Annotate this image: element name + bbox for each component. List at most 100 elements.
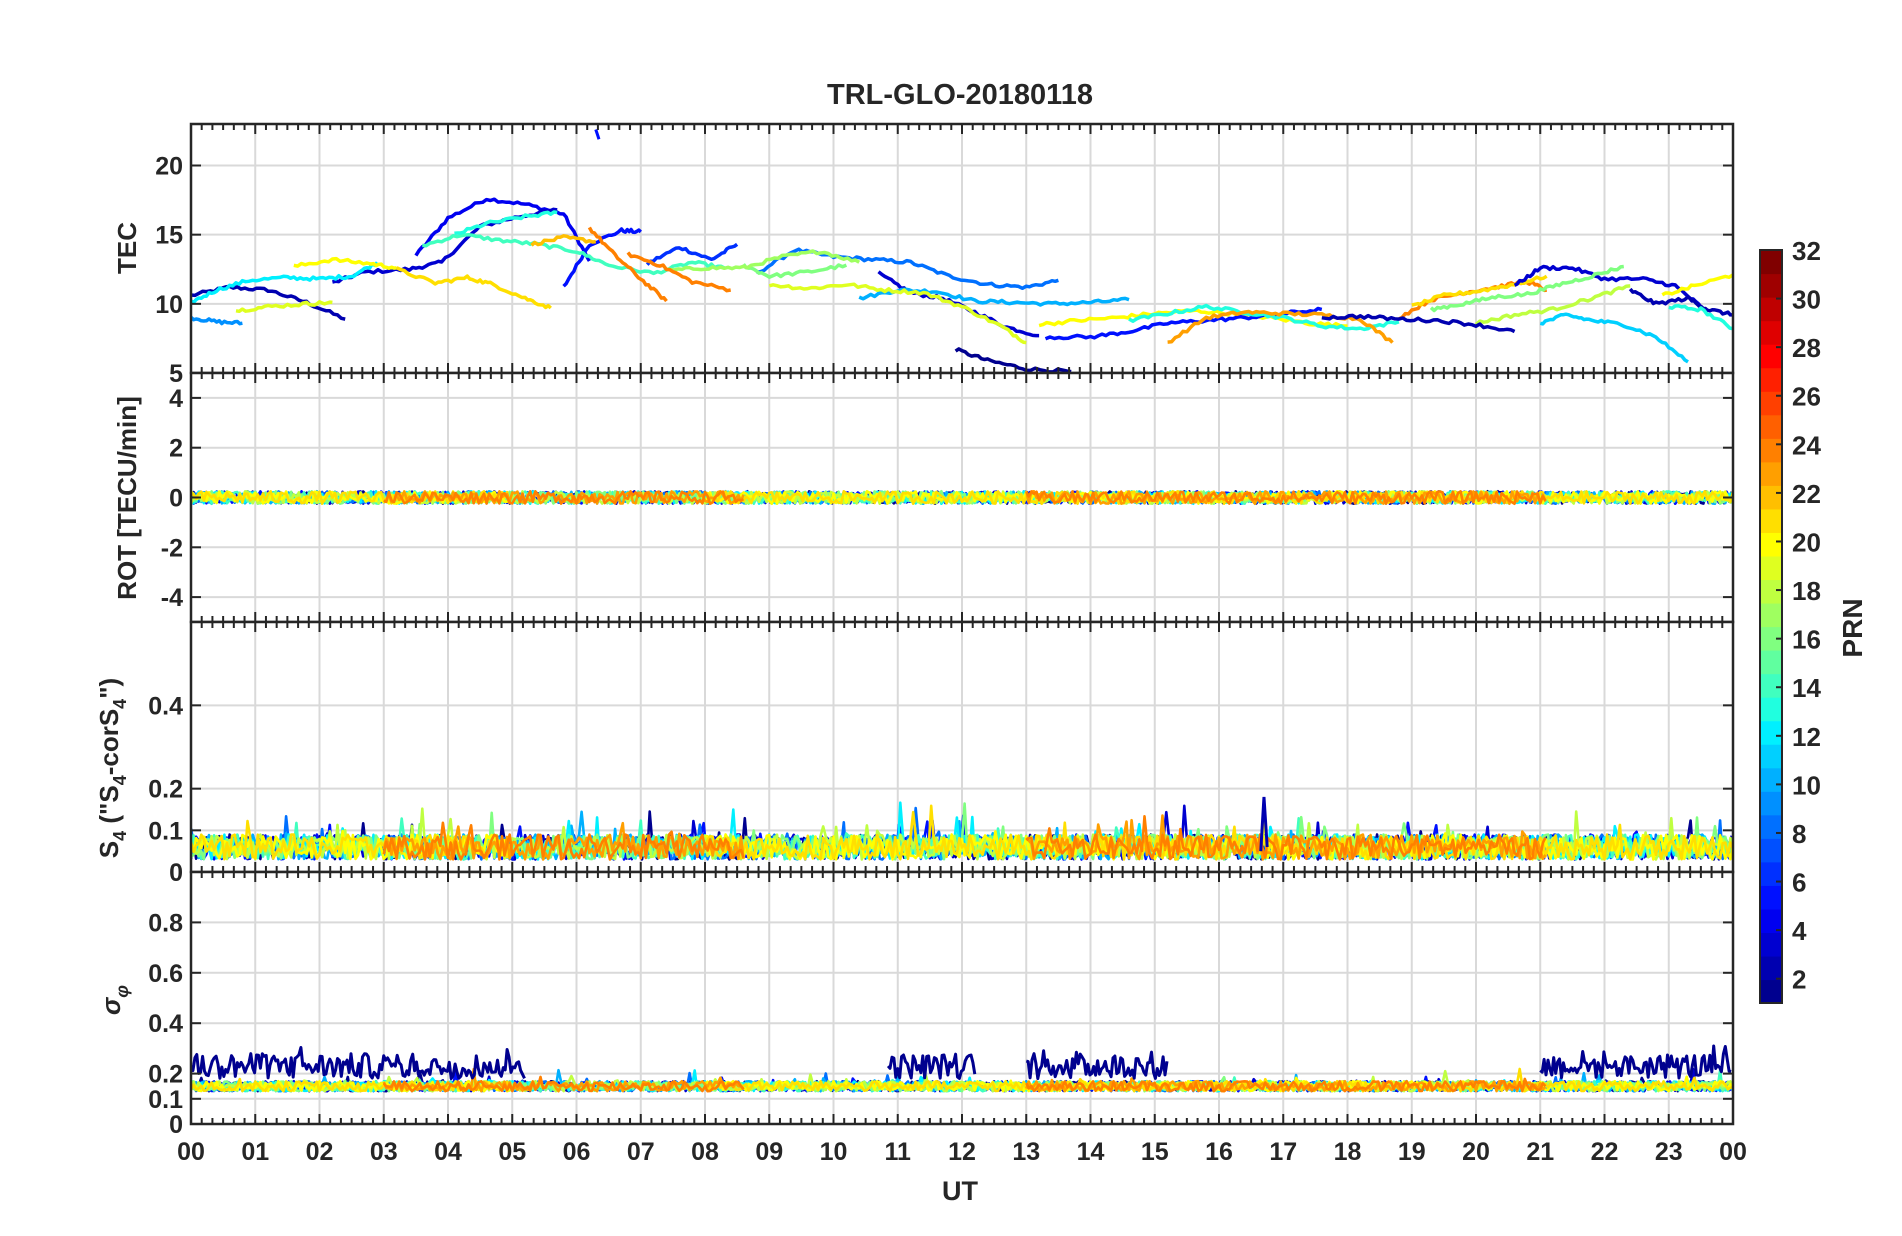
colorbar-segment	[1760, 626, 1782, 651]
tec-series-prn-19	[768, 282, 1027, 345]
y-tick-label: 0.8	[148, 909, 183, 937]
x-tick-label: 06	[563, 1138, 591, 1166]
colorbar-segment	[1760, 650, 1782, 675]
colorbar-segment	[1760, 414, 1782, 439]
tec-series-prn-13	[454, 210, 558, 236]
x-tick-label: 17	[1269, 1138, 1297, 1166]
colorbar-segment	[1760, 908, 1782, 934]
s4-series-prn-24	[382, 821, 745, 861]
colorbar-segment	[1760, 367, 1782, 392]
x-tick-label: 09	[755, 1138, 783, 1166]
colorbar-segment	[1760, 885, 1782, 910]
colorbar-tick-label: 18	[1792, 576, 1821, 606]
colorbar-segment	[1760, 391, 1782, 416]
sig-series-prn-24	[1025, 1077, 1547, 1093]
tec-series-prn-6	[645, 242, 739, 266]
tec-series-prn-24	[626, 251, 732, 293]
tec-series-prn-18	[1474, 284, 1631, 326]
sigma-phi-panel: 00.10.2 0.4 0.6 0.8	[148, 870, 1735, 1139]
colorbar-segment	[1760, 344, 1782, 369]
colorbar-segment	[1760, 508, 1782, 533]
tec-series-prn-20	[293, 256, 397, 270]
y-tick-label: 5	[169, 360, 183, 388]
x-tick-label: 16	[1205, 1138, 1233, 1166]
tec-series-prn-2	[1321, 313, 1516, 334]
y-tick-label: 0.2	[148, 776, 183, 804]
colorbar-segment	[1760, 532, 1782, 557]
colorbar-segment	[1760, 720, 1782, 745]
colorbar-label: PRN	[1837, 598, 1868, 657]
y-tick-label: 2	[169, 435, 183, 463]
tec-series-prn-11	[1539, 312, 1689, 364]
tec-series-prn-19	[235, 300, 333, 314]
colorbar-segment	[1760, 744, 1782, 769]
y-label-rot: ROT [TECU/min]	[112, 396, 142, 600]
rot-panel: -4 -2 0 2 4	[161, 371, 1735, 624]
x-tick-label: 12	[948, 1138, 976, 1166]
colorbar-segment	[1760, 461, 1782, 486]
y-tick-label: 15	[155, 222, 183, 250]
rot-series-prn-21	[191, 490, 511, 506]
sig-elevated-prn-1	[886, 1052, 977, 1080]
y-tick-label: 4	[169, 385, 183, 413]
x-tick-label: 14	[1077, 1138, 1105, 1166]
colorbar-tick-label: 28	[1792, 333, 1821, 363]
rot-series-prn-24	[1025, 490, 1547, 506]
x-tick-label: 05	[498, 1138, 526, 1166]
x-tick-label: 22	[1591, 1138, 1619, 1166]
tec-series-prn-16	[1429, 264, 1625, 313]
y-tick-label: 0.1	[148, 817, 183, 845]
x-tick-label: 19	[1398, 1138, 1426, 1166]
colorbar-tick-label: 26	[1792, 382, 1821, 412]
colorbar-segment	[1760, 485, 1782, 510]
colorbar-segment	[1760, 814, 1782, 839]
tec-series-prn-17	[666, 249, 861, 272]
x-tick-label: 21	[1526, 1138, 1554, 1166]
colorbar-segment	[1760, 767, 1782, 792]
s4-panel: 0 0.1 0.2 0.4	[148, 620, 1735, 887]
x-axis: 00 01 02 03 04 05 06 07 08 09 10 11 12 13 14 15 16 17 18 19…	[177, 1138, 1747, 1166]
tec-series-prn-22	[530, 234, 597, 247]
tec-series-prn-20	[1661, 273, 1733, 297]
x-tick-label: 00	[1719, 1138, 1747, 1166]
x-tick-label: 02	[306, 1138, 334, 1166]
tec-series-prn-12	[191, 261, 379, 305]
sig-elevated-prn-1	[191, 1046, 526, 1081]
y-tick-label: 0.1	[148, 1086, 183, 1114]
tec-series-prn-21	[1411, 274, 1548, 307]
colorbar-segment	[1760, 320, 1782, 345]
tec-series-prn-16	[742, 263, 848, 279]
tec-series-prn-3	[1513, 264, 1703, 308]
colorbar-tick-label: 20	[1792, 527, 1821, 557]
x-tick-label: 20	[1462, 1138, 1490, 1166]
s4-spike	[1259, 796, 1269, 852]
colorbar-tick-label: 24	[1792, 430, 1821, 460]
colorbar-tick-label: 10	[1792, 770, 1821, 800]
colorbar-tick-label: 2	[1792, 965, 1806, 995]
tec-series-prn-5	[562, 227, 642, 288]
colorbar-tick-label: 14	[1792, 673, 1821, 703]
x-tick-label: 15	[1141, 1138, 1169, 1166]
sig-series	[191, 1044, 1733, 1093]
tec-series-prn-4	[414, 197, 591, 262]
sig-elevated-prn-1	[1025, 1049, 1169, 1081]
y-tick-label: 0.6	[148, 960, 183, 988]
colorbar-segment	[1760, 438, 1782, 463]
colorbar-tick-label: 30	[1792, 285, 1821, 315]
y-tick-label: -2	[161, 534, 183, 562]
colorbar-frame	[1759, 249, 1783, 1004]
x-axis-label: UT	[942, 1176, 978, 1206]
colorbar-segment	[1760, 791, 1782, 816]
x-tick-label: 01	[241, 1138, 269, 1166]
colorbar-segment	[1760, 932, 1782, 957]
colorbar-segment	[1760, 273, 1782, 298]
colorbar-tick-label: 16	[1792, 625, 1821, 655]
tec-panel: 5 10 15 20	[155, 122, 1735, 388]
colorbar-segment	[1760, 673, 1782, 698]
rot-series-prn-23	[1025, 489, 1547, 506]
tec-series-prn-14	[422, 232, 726, 276]
x-tick-label: 18	[1334, 1138, 1362, 1166]
x-tick-label: 13	[1012, 1138, 1040, 1166]
x-tick-label: 03	[370, 1138, 398, 1166]
